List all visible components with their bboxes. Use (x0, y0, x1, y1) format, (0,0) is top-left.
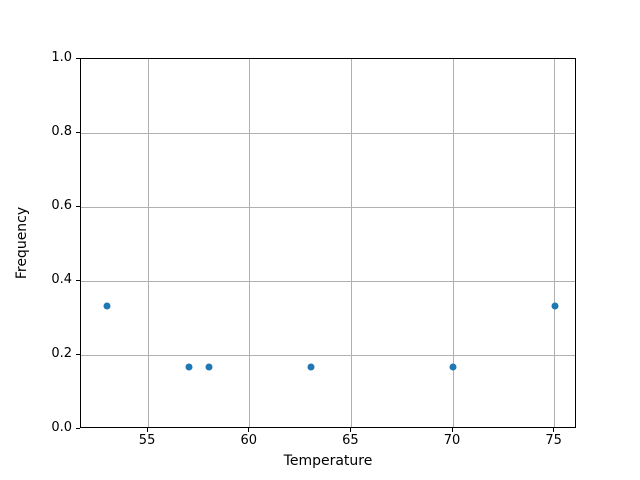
x-tick-mark (248, 428, 250, 432)
x-tick-mark (553, 428, 555, 432)
y-gridline (81, 132, 575, 134)
y-tick-mark (76, 57, 80, 59)
x-gridline (249, 59, 251, 427)
x-gridline (554, 59, 556, 427)
y-tick-label: 0.6 (51, 198, 72, 213)
plot-area (80, 58, 576, 428)
data-point (307, 363, 315, 371)
data-point (185, 363, 193, 371)
x-tick-label: 70 (443, 433, 461, 448)
x-tick-label: 55 (138, 433, 156, 448)
y-gridline (81, 354, 575, 356)
data-point (449, 363, 457, 371)
y-tick-mark (76, 279, 80, 281)
data-point (551, 302, 559, 310)
y-tick-mark (76, 427, 80, 429)
y-tick-label: 0.8 (51, 124, 72, 139)
y-tick-mark (76, 353, 80, 355)
x-tick-mark (451, 428, 453, 432)
x-tick-label: 65 (342, 433, 359, 448)
y-axis-label: Frequency (14, 206, 30, 280)
y-gridline (81, 280, 575, 282)
x-tick-mark (349, 428, 351, 432)
x-gridline (452, 59, 454, 427)
y-tick-label: 0.4 (51, 272, 72, 287)
x-tick-label: 75 (545, 433, 562, 448)
y-tick-label: 0.0 (51, 420, 72, 435)
data-point (205, 363, 213, 371)
x-tick-label: 60 (240, 433, 257, 448)
y-tick-label: 0.2 (51, 346, 72, 361)
data-point (103, 302, 111, 310)
x-axis-label: Temperature (283, 453, 373, 469)
x-gridline (350, 59, 352, 427)
y-tick-mark (76, 205, 80, 207)
y-tick-mark (76, 131, 80, 133)
y-gridline (81, 206, 575, 208)
x-gridline (147, 59, 149, 427)
y-tick-label: 1.0 (51, 50, 72, 65)
x-tick-mark (146, 428, 148, 432)
